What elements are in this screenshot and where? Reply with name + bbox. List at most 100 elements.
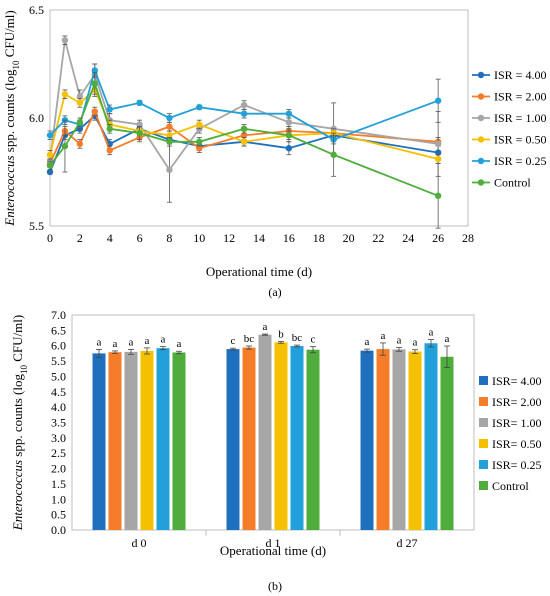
bar [156,348,170,530]
y-axis-title-genus: Enterococcus [2,155,17,226]
y-tick-label: 1.5 [51,477,66,491]
legend-label: ISR= 4.00 [492,374,541,388]
y-tick-label: 5.5 [29,219,44,233]
bar-chart-panel-b: 0.00.5 1.01.52.0 2.53.03.5 4.04.5 5.05.56.0 6… [10,308,541,558]
significance-letter: a [413,337,418,349]
bar [274,342,288,530]
series-line [49,39,439,172]
data-point [240,110,248,117]
data-point [46,162,54,169]
significance-letter: a [129,336,134,348]
significance-letter: a [397,335,402,347]
y-tick-label: 3.0 [51,431,66,445]
legend-label: ISR= 0.50 [492,437,541,451]
data-point [196,121,203,128]
legend-label: ISR = 4.00 [494,68,546,82]
data-point [330,151,337,158]
x-tick-label: 2 [77,231,83,245]
legend-label: Control [492,479,529,493]
bar [408,351,422,530]
data-point [136,129,143,137]
x-axis-title: Operational time (d) [206,264,312,279]
y-tick-label: 6.0 [51,339,66,353]
bar [140,350,154,530]
significance-letter: bc [244,333,255,345]
data-point [166,132,173,139]
y-tick-label: 2.0 [51,462,66,476]
data-point [106,106,113,113]
y-tick-label: 4.0 [51,400,66,414]
bar [424,343,438,530]
significance-letter: a [161,334,166,346]
series-line [49,109,439,164]
y-axis-title-text: spp. counts (log [2,69,17,155]
bar [242,347,256,530]
legend-swatch [479,481,488,490]
data-point [240,132,248,139]
data-point [196,138,203,145]
x-tick-label: 4 [107,231,113,245]
legend-swatch [479,439,488,448]
significance-letter: a [381,330,386,342]
data-point [240,125,248,132]
legend-marker [477,157,485,165]
legend-label: ISR= 0.25 [492,458,541,472]
data-point [285,119,293,126]
legend-marker [477,71,485,79]
legend-label: ISR= 2.00 [492,395,541,409]
significance-letter: a [365,336,370,348]
y-tick-label: 6.5 [29,3,44,17]
data-point [434,155,442,163]
bar [258,334,272,530]
data-point [166,114,173,122]
y-axis-title-subscript: 10 [11,60,21,70]
y-axis-title-tail: CFU/ml) [2,10,17,60]
y-axis-title: Enterococcus spp. counts (log10 CFU/ml) [10,315,29,531]
legend-label: ISR= 1.00 [492,416,541,430]
data-point [285,132,293,139]
x-tick-label: 22 [372,231,384,245]
data-point [61,91,69,98]
x-axis-title: Operational time (d) [220,543,326,558]
data-point [61,37,69,44]
bar [360,350,374,530]
legend-label: Control [494,176,531,190]
y-tick-label: 6.0 [29,111,44,125]
x-tick-label: 10 [193,231,205,245]
bar [440,356,454,530]
significance-letter: b [278,328,284,340]
bar [124,351,138,530]
significance-letter: a [113,338,118,350]
x-tick-label: 6 [137,231,143,245]
x-tick-label: 24 [402,231,414,245]
data-point [434,192,442,199]
x-tick-label: d 1 [266,536,281,550]
data-point [136,99,143,107]
data-point [61,142,69,150]
data-point [240,101,248,109]
significance-letter: a [97,336,102,348]
y-axis-title-genus: Enterococcus [10,460,25,531]
data-point [285,145,293,152]
legend-swatch [479,418,488,427]
y-tick-label: 0.5 [51,508,66,522]
y-tick-label: 0.0 [51,523,66,537]
data-point [434,140,442,148]
line-chart-panel-a: 0 2 4 6 8 10 12 14 16 18 20 22 24 26 285.56.06.5Operat… [2,3,546,279]
data-point [196,104,203,111]
x-tick-label: 28 [462,231,474,245]
y-axis-title-tail: CFU/ml) [10,315,25,365]
significance-letter: a [445,333,450,345]
y-tick-label: 6.5 [51,323,66,337]
y-tick-label: 5.0 [51,369,66,383]
y-tick-label: 1.0 [51,492,66,506]
y-tick-label: 2.5 [51,446,66,460]
bar [290,346,304,530]
significance-letter: a [263,321,268,333]
legend-label: ISR = 0.50 [494,133,546,147]
x-tick-label: 16 [283,231,295,245]
series-group [46,83,442,164]
bar [226,349,240,530]
plot-area-frame [71,314,475,531]
data-point [434,97,442,104]
